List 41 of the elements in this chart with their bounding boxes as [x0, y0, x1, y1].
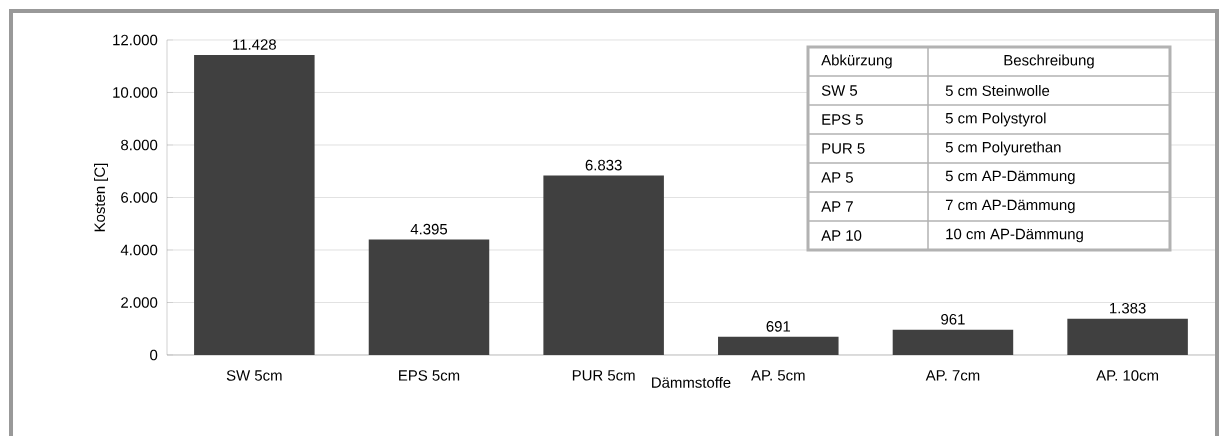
y-tick-label: 4.000: [120, 244, 158, 256]
annotation: EPS 5: [822, 114, 863, 125]
annotation: SW 5: [821, 85, 858, 96]
x-axis-title: Dämmstoffe: [652, 376, 731, 388]
data-label: 691: [766, 321, 791, 332]
data-label: 11.428: [233, 39, 276, 50]
annotation: 10 cm AP-Dämmung: [946, 228, 1083, 243]
annotation: 5 cm Polystyrol: [945, 112, 1046, 127]
data-label: 4.395: [410, 223, 448, 235]
annotation: 7 cm AP-Dämmung: [945, 199, 1075, 214]
annotation: 5 cm Steinwolle: [945, 85, 1050, 96]
x-tick-label: EPS 5cm: [399, 370, 460, 381]
y-tick-label: 0: [150, 349, 158, 361]
annotation: 5 cm AP-Dämmung: [945, 170, 1075, 185]
bar: [543, 175, 664, 355]
y-tick-label: 2.000: [121, 297, 158, 308]
x-tick-label: AP. 10cm: [1096, 370, 1159, 381]
annotation: Beschreibung: [1004, 54, 1094, 69]
bar: [194, 55, 315, 355]
annotation: AP 10: [821, 230, 862, 241]
bar: [892, 329, 1014, 355]
x-tick-label: SW 5cm: [226, 370, 282, 381]
bar: [1067, 318, 1188, 355]
annotation: 5 cm Polyurethan: [945, 141, 1061, 156]
data-label: 961: [941, 313, 965, 325]
annotation: AP 5: [821, 172, 853, 183]
annotation: PUR 5: [822, 143, 865, 154]
x-tick-label: AP. 5cm: [751, 370, 805, 381]
data-label: 6.833: [585, 159, 622, 171]
y-tick-label: 6.000: [121, 192, 158, 203]
y-tick-label: 8.000: [121, 139, 158, 151]
y-axis-title: Kosten [C]: [94, 163, 108, 232]
annotation: Abkürzung: [821, 54, 892, 69]
annotation: AP 7: [821, 201, 853, 212]
bar: [718, 336, 839, 355]
y-tick-label: 10.000: [113, 87, 158, 98]
x-tick-label: AP. 7cm: [925, 370, 980, 381]
x-tick-label: PUR 5cm: [572, 370, 635, 381]
data-label: 1.383: [1110, 302, 1146, 314]
bar: [368, 239, 490, 355]
y-tick-label: 12.000: [113, 34, 158, 46]
